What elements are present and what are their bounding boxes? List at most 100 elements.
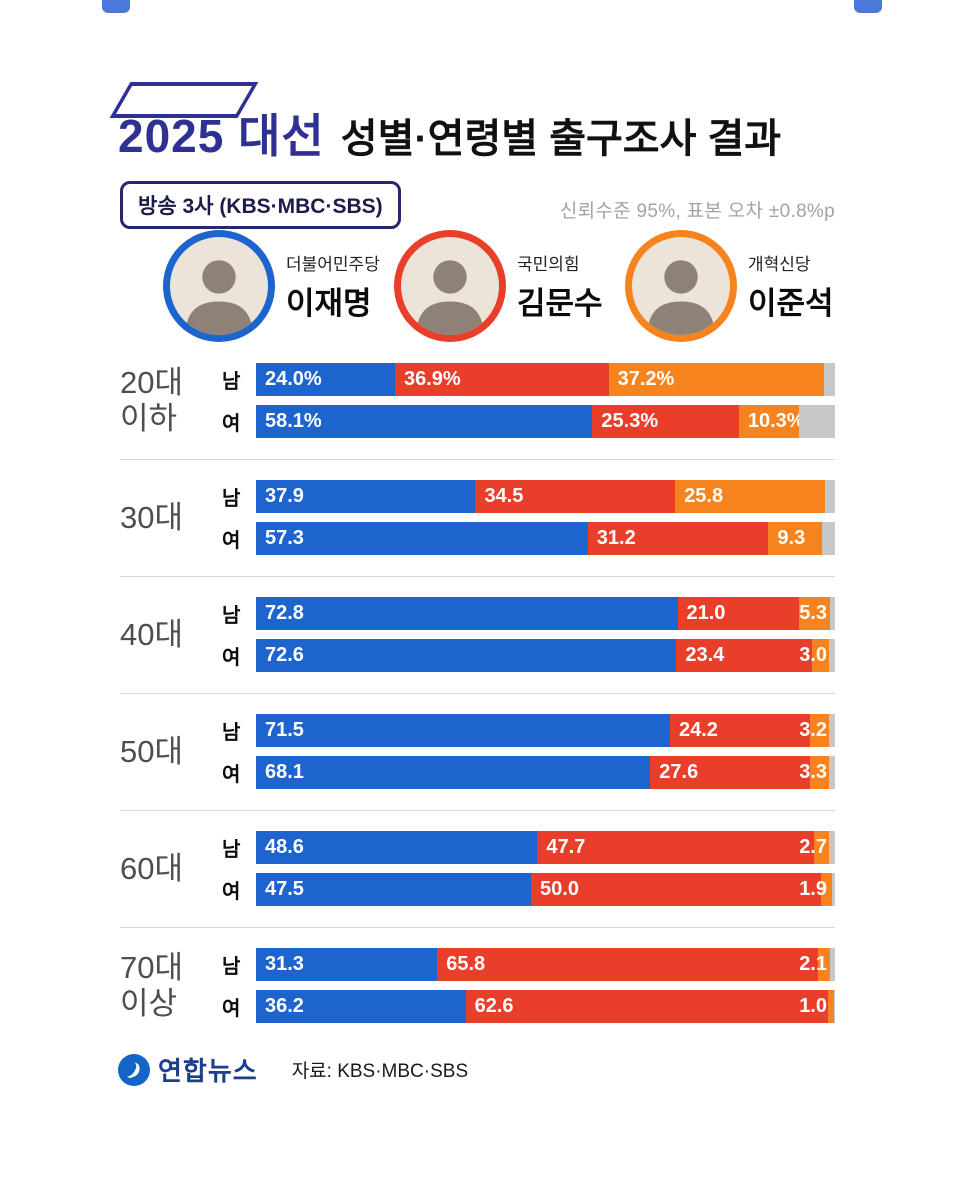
poll-bar-row: 여 58.1% 25.3% 10.3% xyxy=(222,405,835,438)
value-label: 57.3 xyxy=(265,527,304,549)
age-group-3: 40대 남 72.8 21.0 5.3 여 72.6 23.4 3.0 xyxy=(120,576,835,693)
bar-segment-lee-jun-seok xyxy=(813,831,830,864)
bar-segment-lee-jae-myung: 57.3 xyxy=(256,522,588,555)
gender-label: 여 xyxy=(222,998,241,1020)
bar-segment-remainder xyxy=(829,639,835,672)
page-title: 2025 대선 성별·연령별 출구조사 결과 xyxy=(109,82,782,166)
stacked-bar: 68.1 27.6 3.3 xyxy=(256,756,835,789)
value-label: 47.7 xyxy=(546,836,586,858)
candidate-lee-jun-seok: 개혁신당 이준석 xyxy=(625,230,856,342)
gender-label: 여 xyxy=(222,881,241,903)
value-label: 3.0 xyxy=(799,644,827,666)
bar-segment-lee-jae-myung: 72.6 xyxy=(256,639,677,672)
poll-bar-row: 여 47.5 50.0 1.9 xyxy=(222,873,835,906)
value-label: 1.0 xyxy=(799,995,827,1017)
value-label: 72.8 xyxy=(265,602,304,624)
bar-segment-lee-jun-seok xyxy=(820,873,832,906)
bar-segment-kim-moon-soo: 65.8 xyxy=(437,948,819,981)
bar-rows: 남 24.0% 36.9% 37.2% 여 58.1% 25.3% 10.3% xyxy=(222,363,835,438)
gender-label: 여 xyxy=(222,530,241,552)
value-label: 37.9 xyxy=(265,485,304,507)
value-label: 37.2% xyxy=(617,368,675,390)
exit-poll-chart: 20대 이하 남 24.0% 36.9% 37.2% 여 58.1% 25.3% 10.3% 30대… xyxy=(120,343,835,1044)
confidence-note: 신뢰수준 95%, 표본 오차 ±0.8%p xyxy=(559,201,835,222)
age-label: 30대 xyxy=(120,499,184,535)
bar-segment-lee-jun-seok xyxy=(810,714,829,747)
value-label: 72.6 xyxy=(265,644,304,666)
bar-segment-lee-jae-myung: 48.6 xyxy=(256,831,538,864)
poll-bar-row: 여 72.6 23.4 3.0 xyxy=(222,639,835,672)
value-label: 3.3 xyxy=(799,761,827,783)
bar-segment-kim-moon-soo: 21.0 xyxy=(677,597,800,630)
bar-segment-lee-jae-myung: 24.0% xyxy=(256,363,395,396)
bar-segment-lee-jae-myung: 31.3 xyxy=(256,948,438,981)
candidate-photo xyxy=(394,230,506,342)
value-label: 21.0 xyxy=(686,602,726,624)
stacked-bar: 58.1% 25.3% 10.3% xyxy=(256,405,835,438)
age-label: 70대 이상 xyxy=(120,949,184,1021)
value-label: 68.1 xyxy=(265,761,304,783)
bar-segment-lee-jae-myung: 37.9 xyxy=(256,480,476,513)
age-group-6: 70대 이상 남 31.3 65.8 2.1 여 36.2 62.6 1.0 xyxy=(120,927,835,1044)
candidate-photo xyxy=(625,230,737,342)
gender-label: 남 xyxy=(222,605,241,627)
footer: 연합뉴스 자료: KBS·MBC·SBS xyxy=(118,1051,468,1088)
badge-bold-text: 방송 3사 xyxy=(138,195,214,218)
poll-bar-row: 남 71.5 24.2 3.2 xyxy=(222,714,835,747)
bar-segment-remainder xyxy=(833,990,835,1023)
value-label: 71.5 xyxy=(265,719,304,741)
candidate-name: 이준석 xyxy=(748,285,834,321)
value-label: 9.3 xyxy=(777,527,806,549)
title-main: 성별·연령별 출구조사 결과 xyxy=(340,117,782,161)
poll-bar-row: 여 36.2 62.6 1.0 xyxy=(222,990,835,1023)
cropped-icon-left xyxy=(102,0,130,13)
value-label: 58.1% xyxy=(265,410,322,432)
source-text: 자료: KBS·MBC·SBS xyxy=(291,1061,469,1082)
gender-label: 여 xyxy=(222,413,241,435)
value-label: 3.2 xyxy=(799,719,827,741)
bar-segment-lee-jae-myung: 68.1 xyxy=(256,756,651,789)
bar-segment-lee-jun-seok xyxy=(828,990,834,1023)
badge-rest-text: (KBS·MBC·SBS) xyxy=(213,195,383,218)
person-silhouette-icon xyxy=(632,237,730,335)
age-label: 60대 xyxy=(120,850,184,886)
gender-label: 남 xyxy=(222,956,241,978)
person-silhouette-icon xyxy=(401,237,499,335)
value-label: 2.1 xyxy=(799,953,827,975)
person-silhouette-icon xyxy=(170,237,268,335)
bar-segment-kim-moon-soo: 27.6 xyxy=(650,756,811,789)
party-name: 더불어민주당 xyxy=(286,254,380,274)
age-group-4: 50대 남 71.5 24.2 3.2 여 68.1 27.6 3.3 xyxy=(120,693,835,810)
stacked-bar: 24.0% 36.9% 37.2% xyxy=(256,363,835,396)
bar-segment-kim-moon-soo: 23.4 xyxy=(676,639,812,672)
candidate-name: 김문수 xyxy=(517,285,603,321)
bar-segment-remainder xyxy=(830,948,835,981)
bar-rows: 남 71.5 24.2 3.2 여 68.1 27.6 3.3 xyxy=(222,714,835,789)
party-name: 개혁신당 xyxy=(748,254,811,274)
gender-label: 남 xyxy=(222,722,241,744)
value-label: 62.6 xyxy=(474,995,514,1017)
poll-bar-row: 남 37.9 34.5 25.8 xyxy=(222,480,835,513)
bar-rows: 남 72.8 21.0 5.3 여 72.6 23.4 3.0 xyxy=(222,597,835,672)
title-year: 2025 대선 xyxy=(118,110,325,162)
bar-segment-remainder xyxy=(823,363,835,396)
bar-segment-lee-jun-seok: 25.8 xyxy=(675,480,825,513)
bar-rows: 남 48.6 47.7 2.7 여 47.5 50.0 1.9 xyxy=(222,831,835,906)
poll-bar-row: 남 24.0% 36.9% 37.2% xyxy=(222,363,835,396)
bar-segment-lee-jae-myung: 72.8 xyxy=(256,597,678,630)
value-label: 34.5 xyxy=(484,485,524,507)
value-label: 47.5 xyxy=(265,878,304,900)
cropped-icon-right xyxy=(854,0,882,13)
stacked-bar: 57.3 31.2 9.3 xyxy=(256,522,835,555)
bar-segment-kim-moon-soo: 25.3% xyxy=(592,405,739,438)
candidate-name: 이재명 xyxy=(286,285,372,321)
bar-segment-kim-moon-soo: 24.2 xyxy=(669,714,811,747)
value-label: 25.8 xyxy=(684,485,724,507)
stacked-bar: 31.3 65.8 2.1 xyxy=(256,948,835,981)
value-label: 23.4 xyxy=(685,644,725,666)
bar-rows: 남 31.3 65.8 2.1 여 36.2 62.6 1.0 xyxy=(222,948,835,1023)
bar-segment-lee-jae-myung: 71.5 xyxy=(256,714,670,747)
poll-bar-row: 남 48.6 47.7 2.7 xyxy=(222,831,835,864)
gender-label: 남 xyxy=(222,488,241,510)
